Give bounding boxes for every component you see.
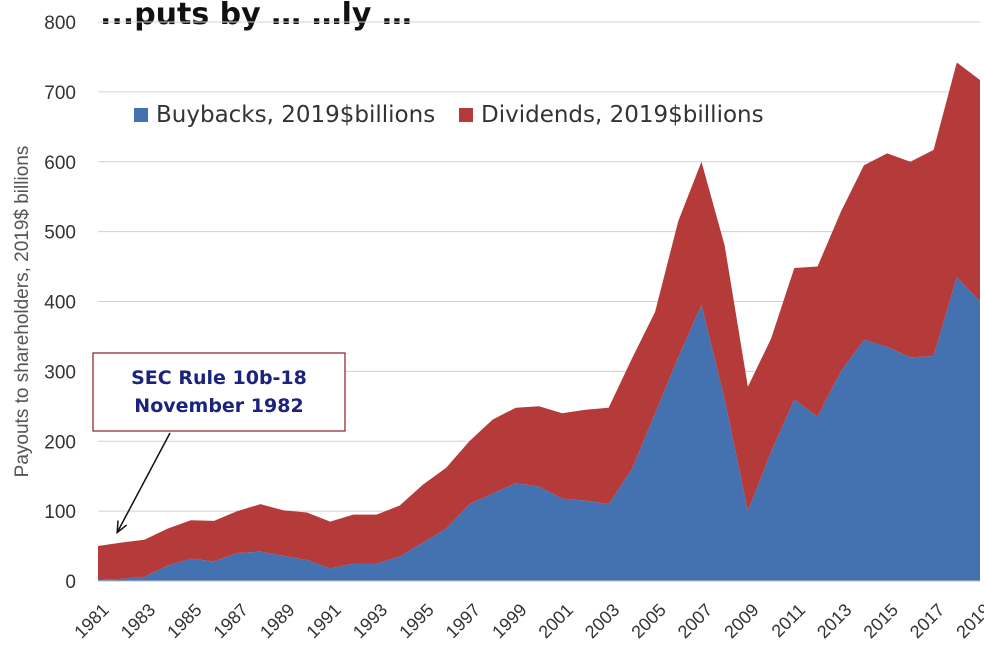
annotation: SEC Rule 10b-18 November 1982 <box>92 352 346 535</box>
chart-title-fragment: ...puts by … …ly … <box>100 0 412 32</box>
annotation-arrow-line <box>116 432 171 533</box>
annotation-box <box>92 352 346 432</box>
x-tick-label-2019: 2019 <box>952 600 984 642</box>
annotation-line-2: November 1982 <box>134 395 303 417</box>
y-tick-label-200: 200 <box>44 432 76 453</box>
legend-label-dividends: Dividends, 2019$billions <box>481 102 764 128</box>
y-tick-label-300: 300 <box>44 362 76 383</box>
x-tick-label-1983: 1983 <box>117 600 159 642</box>
x-tick-label-2015: 2015 <box>860 600 902 642</box>
stacked-areas <box>98 62 980 581</box>
y-axis-title: Payouts to shareholders, 2019$ billions <box>12 146 33 478</box>
x-tick-label-1995: 1995 <box>395 600 437 642</box>
x-tick-label-1981: 1981 <box>70 600 112 642</box>
legend: Buybacks, 2019$billions Dividends, 2019$b… <box>134 102 764 128</box>
x-tick-label-1985: 1985 <box>163 600 205 642</box>
x-tick-label-1997: 1997 <box>442 600 484 642</box>
y-tick-label-500: 500 <box>44 223 76 244</box>
annotation-line-1: SEC Rule 10b-18 <box>131 367 307 389</box>
x-tick-label-1987: 1987 <box>210 600 252 642</box>
legend-label-buybacks: Buybacks, 2019$billions <box>156 102 435 128</box>
y-tick-label-700: 700 <box>44 83 76 104</box>
y-tick-label-800: 800 <box>44 13 76 34</box>
y-tick-label-0: 0 <box>65 572 76 593</box>
annotation-arrow-head <box>116 520 128 535</box>
legend-swatch-buybacks <box>134 108 148 122</box>
y-tick-label-400: 400 <box>44 293 76 314</box>
legend-swatch-dividends <box>459 108 473 122</box>
x-tick-label-2009: 2009 <box>720 600 762 642</box>
x-tick-label-2017: 2017 <box>906 600 948 642</box>
x-tick-label-1989: 1989 <box>256 600 298 642</box>
x-tick-label-1993: 1993 <box>349 600 391 642</box>
x-tick-label-2003: 2003 <box>581 600 623 642</box>
area-series-buybacks <box>98 277 980 581</box>
y-tick-label-100: 100 <box>44 502 76 523</box>
x-tick-label-2001: 2001 <box>535 600 577 642</box>
area-series-dividends <box>98 62 980 580</box>
y-tick-label-600: 600 <box>44 153 76 174</box>
x-tick-label-2011: 2011 <box>768 600 810 642</box>
x-tick-label-2005: 2005 <box>627 600 669 642</box>
x-tick-label-1999: 1999 <box>488 600 530 642</box>
x-tick-label-2013: 2013 <box>813 600 855 642</box>
x-tick-label-1991: 1991 <box>302 600 344 642</box>
x-tick-label-2007: 2007 <box>674 600 716 642</box>
